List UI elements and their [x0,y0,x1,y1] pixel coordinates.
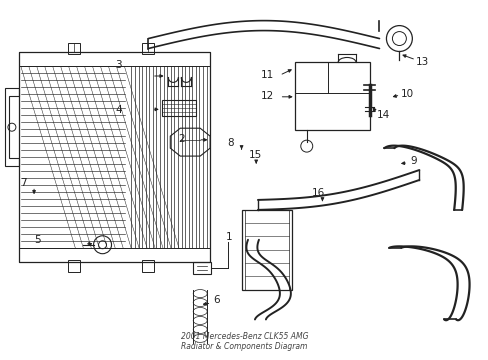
Text: 13: 13 [415,57,428,67]
Text: 14: 14 [376,110,389,120]
Bar [242,210,291,289]
Bar [67,42,80,54]
Bar [162,100,196,116]
Bar [19,53,210,67]
Text: 8: 8 [227,139,234,148]
Bar [19,248,210,262]
Bar [142,42,154,54]
Bar [67,260,80,272]
Text: 1: 1 [225,232,232,242]
Text: 12: 12 [260,91,273,101]
Text: 6: 6 [212,295,219,305]
Text: 7: 7 [20,178,27,188]
Bar [193,262,211,274]
Text: 2: 2 [179,134,185,144]
Text: 3: 3 [115,59,122,69]
Text: 4: 4 [115,105,122,115]
Text: 5: 5 [34,235,41,245]
Bar [294,62,369,130]
Bar [19,53,210,262]
Bar [142,260,154,272]
Text: 10: 10 [400,89,413,99]
Text: 15: 15 [248,150,261,160]
Text: 16: 16 [311,188,325,198]
Text: 11: 11 [260,70,273,80]
Text: 9: 9 [409,156,416,166]
Text: 2001 Mercedes-Benz CLK55 AMG
Radiator & Components Diagram: 2001 Mercedes-Benz CLK55 AMG Radiator & … [181,332,307,351]
Bar [244,210,288,289]
